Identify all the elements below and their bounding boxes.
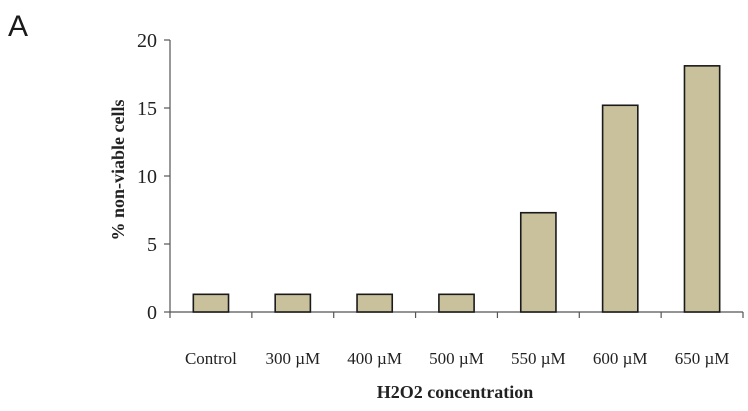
bar-1 (274, 293, 312, 313)
y-tick-label: 5 (147, 234, 157, 256)
y-tick-label: 0 (147, 302, 157, 324)
bar-6 (683, 65, 721, 313)
panel-label: A (8, 10, 28, 43)
bar-3 (438, 293, 475, 313)
x-tick-label: Control (185, 349, 237, 368)
x-tick-label: 300 µM (265, 349, 320, 368)
x-tick-label: 400 µM (347, 349, 402, 368)
bar-4 (519, 211, 557, 313)
x-axis: Control 300 µM 400 µM 500 µM 550 µM 600 µM 650… (169, 311, 744, 368)
x-axis-title: H2O2 concentration (377, 382, 533, 402)
bar-2 (356, 293, 394, 313)
y-tick-label: 20 (137, 30, 157, 52)
y-axis-title: % non-viable cells (108, 99, 128, 240)
y-tick-label: 10 (137, 166, 157, 188)
bar-5 (601, 104, 639, 313)
bars (192, 65, 721, 313)
y-axis: 0 5 10 15 20 (137, 30, 171, 324)
bar-0 (192, 293, 230, 313)
x-tick-label: 600 µM (593, 349, 648, 368)
x-tick-label: 500 µM (429, 349, 484, 368)
x-tick-label: 650 µM (675, 349, 730, 368)
y-tick-label: 15 (137, 98, 157, 120)
x-tick-label: 550 µM (511, 349, 566, 368)
